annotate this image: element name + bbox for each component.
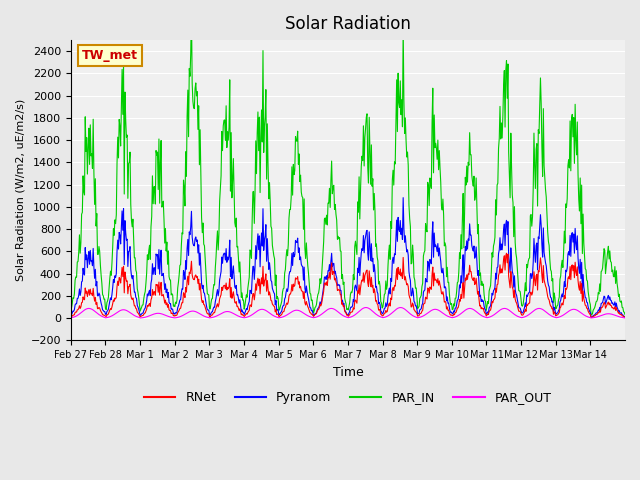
X-axis label: Time: Time xyxy=(333,366,364,379)
Title: Solar Radiation: Solar Radiation xyxy=(285,15,411,33)
Legend: RNet, Pyranom, PAR_IN, PAR_OUT: RNet, Pyranom, PAR_IN, PAR_OUT xyxy=(139,386,557,409)
Y-axis label: Solar Radiation (W/m2, uE/m2/s): Solar Radiation (W/m2, uE/m2/s) xyxy=(15,99,25,281)
Text: TW_met: TW_met xyxy=(82,49,138,62)
